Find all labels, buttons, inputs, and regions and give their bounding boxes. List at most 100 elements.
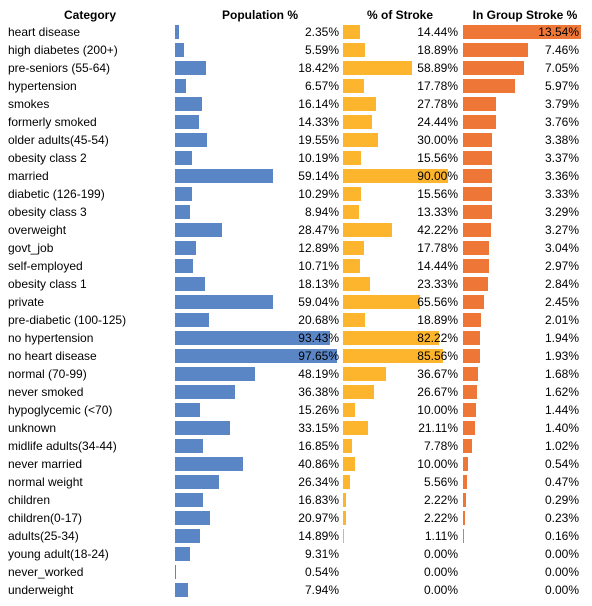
population-cell: 40.86% (175, 455, 341, 473)
population-cell: 8.94% (175, 203, 341, 221)
population-cell: 93.43% (175, 329, 341, 347)
stroke-value: 14.44% (417, 25, 458, 39)
category-label: obesity class 1 (8, 277, 87, 291)
table-row: midlife adults(34-44) 16.85% 7.78% 1.02% (0, 437, 592, 455)
category-label: heart disease (8, 25, 81, 39)
stroke-cell: 2.22% (343, 509, 460, 527)
category-label: young adult(18-24) (8, 547, 109, 561)
category-label: no hypertension (8, 331, 94, 345)
stroke-value: 5.56% (423, 475, 458, 489)
in-group-cell: 7.05% (463, 59, 581, 77)
stroke-cell: 85.56% (343, 347, 460, 365)
stroke-bar (343, 277, 371, 291)
category-label: never smoked (8, 385, 84, 399)
population-cell: 10.71% (175, 257, 341, 275)
in-group-bar (463, 529, 465, 543)
population-cell: 5.59% (175, 41, 341, 59)
population-cell: 10.29% (175, 185, 341, 203)
population-cell: 2.35% (175, 23, 341, 41)
stroke-bar (343, 205, 359, 219)
category-label: normal weight (8, 475, 83, 489)
stroke-bar (343, 439, 353, 453)
in-group-value: 3.79% (544, 97, 579, 111)
in-group-bar (463, 385, 478, 399)
in-group-value: 3.27% (544, 223, 579, 237)
category-label: no heart disease (8, 349, 97, 363)
table-row: normal (70-99) 48.19% 36.67% 1.68% (0, 365, 592, 383)
in-group-bar (463, 277, 488, 291)
population-bar (175, 475, 219, 489)
table-row: self-employed 10.71% 14.44% 2.97% (0, 257, 592, 275)
stroke-cell: 14.44% (343, 257, 460, 275)
stroke-cell: 24.44% (343, 113, 460, 131)
stroke-bar (343, 367, 386, 381)
population-value: 16.14% (298, 97, 339, 111)
in-group-cell: 0.47% (463, 473, 581, 491)
category-label: obesity class 2 (8, 151, 87, 165)
in-group-cell: 7.46% (463, 41, 581, 59)
stroke-cell: 2.22% (343, 491, 460, 509)
stroke-value: 58.89% (417, 61, 458, 75)
category-label: govt_job (8, 241, 54, 255)
in-group-bar (463, 97, 497, 111)
stroke-bar (343, 97, 376, 111)
stroke-cell: 1.11% (343, 527, 460, 545)
in-group-value: 2.97% (544, 259, 579, 273)
stroke-value: 10.00% (417, 403, 458, 417)
population-value: 20.97% (298, 511, 339, 525)
in-group-cell: 2.01% (463, 311, 581, 329)
stroke-bar (343, 493, 346, 507)
in-group-cell: 3.37% (463, 149, 581, 167)
population-value: 59.14% (298, 169, 339, 183)
stroke-bar (343, 43, 366, 57)
population-value: 16.85% (298, 439, 339, 453)
population-cell: 10.19% (175, 149, 341, 167)
category-label: overweight (8, 223, 67, 237)
stroke-value: 15.56% (417, 187, 458, 201)
category-label: smokes (8, 97, 50, 111)
category-label: normal (70-99) (8, 367, 87, 381)
stroke-value: 17.78% (417, 79, 458, 93)
population-value: 40.86% (298, 457, 339, 471)
population-bar (175, 331, 331, 345)
stroke-bar (343, 403, 355, 417)
population-bar (175, 349, 338, 363)
category-label: pre-diabetic (100-125) (8, 313, 127, 327)
stroke-bar (343, 313, 366, 327)
population-bar (175, 421, 231, 435)
in-group-cell: 13.54% (463, 23, 581, 41)
category-label: self-employed (8, 259, 83, 273)
table-row: young adult(18-24) 9.31% 0.00% 0.00% (0, 545, 592, 563)
population-value: 16.83% (298, 493, 339, 507)
table-row: unknown 33.15% 21.11% 1.40% (0, 419, 592, 437)
stroke-value: 18.89% (417, 43, 458, 57)
stroke-value: 0.00% (423, 583, 458, 597)
category-label: older adults(45-54) (8, 133, 109, 147)
in-group-bar (463, 493, 466, 507)
stroke-bar (343, 529, 345, 543)
in-group-cell: 2.45% (463, 293, 581, 311)
population-cell: 19.55% (175, 131, 341, 149)
population-value: 33.15% (298, 421, 339, 435)
table-row: never married 40.86% 10.00% 0.54% (0, 455, 592, 473)
table-row: diabetic (126-199) 10.29% 15.56% 3.33% (0, 185, 592, 203)
stroke-bar (343, 385, 375, 399)
stroke-value: 65.56% (417, 295, 458, 309)
population-value: 6.57% (304, 79, 339, 93)
table-row: formerly smoked 14.33% 24.44% 3.76% (0, 113, 592, 131)
stroke-cell: 36.67% (343, 365, 460, 383)
population-value: 14.89% (298, 529, 339, 543)
population-cell: 28.47% (175, 221, 341, 239)
stroke-cell: 0.00% (343, 563, 460, 581)
table-row: govt_job 12.89% 17.78% 3.04% (0, 239, 592, 257)
stroke-cell: 0.00% (343, 581, 460, 599)
stroke-bar (343, 169, 449, 183)
category-label: unknown (8, 421, 57, 435)
stroke-bar (343, 25, 360, 39)
stroke-cell: 42.22% (343, 221, 460, 239)
stroke-cell: 90.00% (343, 167, 460, 185)
stroke-cell: 21.11% (343, 419, 460, 437)
category-label: obesity class 3 (8, 205, 87, 219)
table-row: pre-diabetic (100-125) 20.68% 18.89% 2.01% (0, 311, 592, 329)
in-group-value: 3.29% (544, 205, 579, 219)
